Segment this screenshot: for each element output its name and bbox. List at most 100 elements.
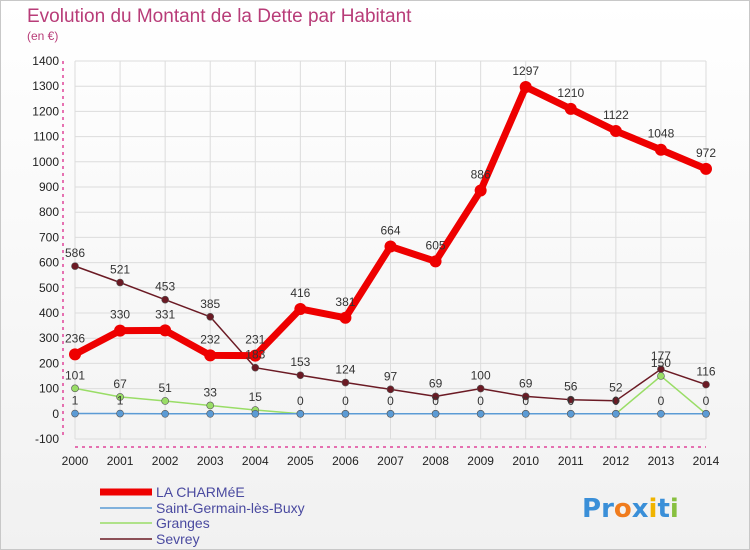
data-point: [204, 349, 217, 362]
legend-label: LA CHARMéE: [156, 484, 245, 500]
x-tick-label: 2005: [287, 454, 314, 468]
data-label: 1048: [648, 127, 675, 141]
data-point: [654, 143, 667, 156]
data-label: 664: [380, 223, 400, 237]
data-point: [296, 409, 305, 418]
data-point: [116, 393, 124, 401]
data-point: [71, 384, 79, 393]
data-label: 232: [200, 332, 220, 346]
y-tick-label: 400: [39, 306, 59, 320]
x-tick-label: 2000: [62, 454, 89, 468]
data-point: [476, 409, 485, 418]
data-point: [206, 401, 215, 410]
data-point: [71, 262, 79, 270]
x-tick-label: 2003: [197, 454, 224, 468]
data-point: [339, 311, 352, 324]
data-label: 52: [609, 381, 623, 395]
data-label: 124: [335, 363, 355, 377]
data-point: [341, 409, 350, 418]
data-label: 33: [204, 385, 218, 399]
chart-subtitle: (en €): [27, 29, 58, 43]
chart-title: Evolution du Montant de la Dette par Hab…: [27, 6, 412, 27]
data-label: 67: [113, 377, 127, 391]
logo-letter: P: [582, 494, 601, 524]
x-tick-label: 2010: [512, 454, 539, 468]
data-point: [116, 409, 124, 418]
data-point: [474, 184, 487, 197]
y-tick-label: 900: [39, 180, 59, 194]
data-point: [521, 392, 530, 401]
x-tick-label: 2008: [422, 454, 449, 468]
data-point: [700, 162, 712, 175]
data-label: 1: [72, 394, 79, 408]
y-tick-label: 1000: [32, 155, 59, 169]
logo-letter: x: [632, 494, 649, 524]
data-label: 231: [245, 333, 265, 347]
y-tick-label: -100: [35, 432, 59, 446]
data-label: 0: [432, 394, 439, 408]
y-tick-label: 100: [39, 382, 59, 396]
data-point: [161, 295, 169, 304]
data-point: [161, 409, 169, 418]
data-point: [431, 409, 440, 418]
data-label: 0: [658, 394, 665, 408]
x-tick-label: 2014: [693, 454, 720, 468]
data-point: [341, 378, 350, 387]
logo-letter: t: [657, 494, 669, 524]
data-point: [296, 371, 305, 380]
data-label: 416: [290, 286, 310, 300]
data-label: 101: [65, 368, 85, 382]
data-point: [612, 409, 620, 418]
data-label: 0: [613, 394, 620, 408]
x-tick-label: 2001: [107, 454, 134, 468]
x-tick-label: 2007: [377, 454, 404, 468]
data-label: 100: [471, 369, 491, 383]
data-point: [386, 385, 395, 394]
data-label: 0: [387, 394, 394, 408]
data-label: 1: [117, 394, 124, 408]
data-point: [206, 409, 215, 418]
data-label: 0: [342, 394, 349, 408]
data-point: [519, 80, 532, 93]
data-label: 183: [245, 348, 265, 362]
data-point: [702, 409, 710, 418]
data-point: [566, 395, 575, 404]
data-label: 236: [65, 331, 85, 345]
grid: [62, 60, 707, 448]
data-label: 0: [703, 394, 710, 408]
y-tick-label: 200: [39, 356, 59, 370]
data-point: [521, 409, 530, 418]
y-tick-label: 700: [39, 230, 59, 244]
data-label: 0: [567, 394, 574, 408]
data-point: [702, 380, 710, 389]
logo-letter: o: [614, 494, 632, 524]
data-label: 330: [110, 308, 130, 322]
data-point: [564, 102, 577, 115]
data-point: [386, 409, 395, 418]
data-label: 0: [522, 394, 529, 408]
y-tick-label: 500: [39, 281, 59, 295]
y-tick-label: 1300: [32, 79, 59, 93]
legend-label: Saint-Germain-lès-Buxy: [156, 500, 305, 516]
data-point: [657, 372, 665, 380]
data-label: 69: [519, 376, 533, 390]
data-label: 1210: [557, 86, 584, 100]
y-tick-label: 800: [39, 205, 59, 219]
x-axis: 2000 2001 2002 2003 2004 2005 2006 2007 2008 2009…: [62, 454, 720, 468]
legend-label: Granges: [156, 515, 210, 531]
data-label: 1122: [603, 108, 629, 122]
data-label: 150: [651, 356, 671, 370]
data-point: [71, 409, 79, 418]
data-point: [431, 392, 440, 401]
legend: LA CHARMéESaint-Germain-lès-BuxyGrangesS…: [100, 484, 305, 547]
data-point: [206, 312, 215, 321]
data-label: 1297: [512, 64, 539, 78]
data-point: [69, 348, 81, 361]
data-point: [609, 125, 622, 138]
data-point: [294, 302, 307, 315]
data-label: 56: [564, 380, 578, 394]
data-label: 381: [335, 295, 355, 309]
data-label: 586: [65, 246, 85, 260]
data-point: [476, 384, 485, 393]
